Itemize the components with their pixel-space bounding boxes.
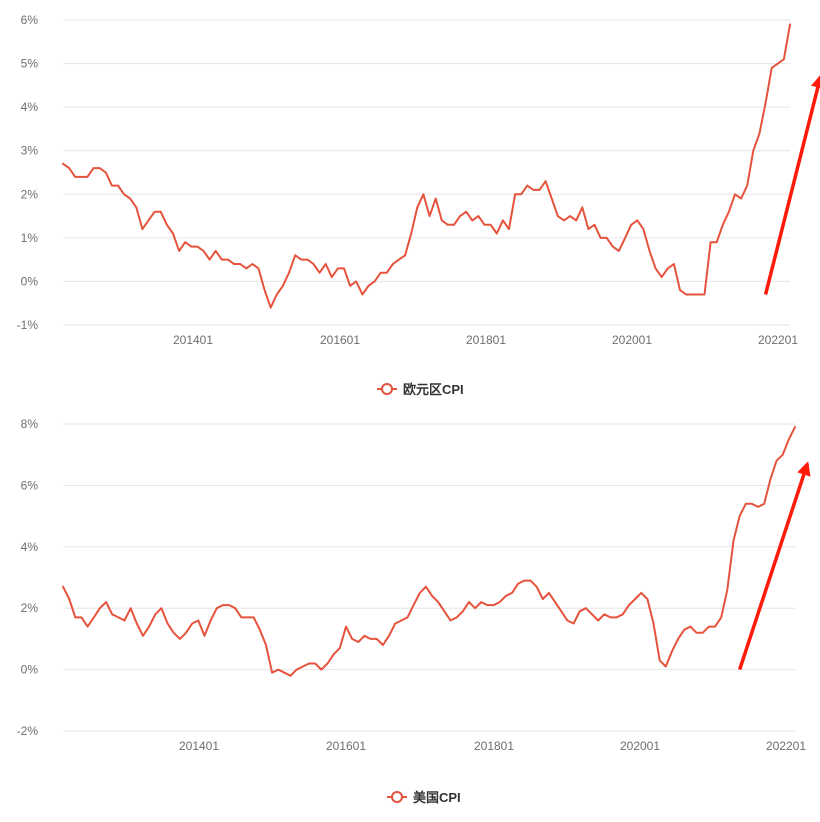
gridlines <box>63 19 790 326</box>
y-tick-label: -2% <box>17 724 39 738</box>
legend-label: 美国CPI <box>413 790 461 805</box>
y-tick-label: 6% <box>21 13 39 27</box>
trend-arrow <box>763 73 820 295</box>
y-tick-label: 4% <box>21 100 39 114</box>
series-line <box>62 23 791 309</box>
y-tick-label: -1% <box>17 318 39 332</box>
trend-arrow <box>737 461 811 671</box>
x-tick-label: 201801 <box>466 333 506 347</box>
y-axis-ticks: 8% 6% 4% 2% 0% -2% <box>17 417 39 738</box>
y-tick-label: 1% <box>21 231 39 245</box>
x-axis-ticks: 201401 201601 201801 202001 202201 <box>179 739 806 753</box>
y-tick-label: 2% <box>21 187 39 201</box>
legend-label: 欧元区CPI <box>403 382 464 397</box>
y-tick-label: 5% <box>21 57 39 71</box>
x-tick-label: 202201 <box>758 333 798 347</box>
series-group <box>62 426 796 677</box>
us-cpi-chart: 8%6%4%2%0%-2% 201401 201601 201801 202001 20… <box>17 417 811 805</box>
x-tick-label: 202201 <box>766 739 806 753</box>
y-tick-label: 3% <box>21 144 39 158</box>
legend[interactable]: 欧元区CPI <box>377 382 464 397</box>
legend-circle-icon <box>391 791 403 803</box>
x-tick-label: 201401 <box>173 333 213 347</box>
legend[interactable]: 美国CPI <box>387 790 461 805</box>
x-tick-label: 201801 <box>474 739 514 753</box>
y-tick-label: 8% <box>21 417 39 431</box>
y-tick-label: 4% <box>21 540 39 554</box>
x-tick-label: 201601 <box>320 333 360 347</box>
x-tick-label: 201401 <box>179 739 219 753</box>
x-tick-label: 202001 <box>620 739 660 753</box>
y-tick-label: 2% <box>21 601 39 615</box>
y-tick-label: 0% <box>21 663 39 677</box>
trend-arrow-line <box>737 461 811 671</box>
x-tick-label: 202001 <box>612 333 652 347</box>
y-tick-label: 6% <box>21 478 39 492</box>
y-tick-label: 0% <box>21 274 39 288</box>
eurozone-cpi-chart: 6% 5% 4% 3% 2% 1% 0% -1% 201401 201601 201801 2020… <box>17 13 820 397</box>
x-tick-label: 201601 <box>326 739 366 753</box>
trend-arrow-line <box>763 73 820 295</box>
series-group <box>62 23 791 309</box>
y-axis-ticks: 6% 5% 4% 3% 2% 1% 0% -1% <box>17 13 39 332</box>
x-axis-ticks: 201401 201601 201801 202001 202201 <box>173 333 798 347</box>
series-line <box>62 426 796 677</box>
gridlines <box>63 423 795 732</box>
legend-circle-icon <box>381 383 393 395</box>
